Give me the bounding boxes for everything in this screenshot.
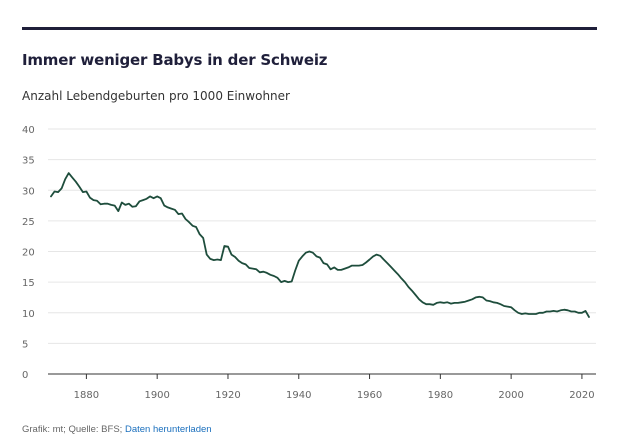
- y-tick-label-30: 30: [22, 186, 35, 197]
- download-data-link[interactable]: Daten herunterladen: [124, 424, 212, 435]
- chart-title: Immer weniger Babys in der Schweiz: [22, 51, 328, 69]
- y-tick-label-15: 15: [22, 278, 35, 289]
- footer: Grafik: mt; Quelle: BFS; Daten herunterl…: [22, 424, 212, 435]
- x-tick-label-1980: 1980: [428, 390, 453, 401]
- y-tick-label-0: 0: [22, 370, 28, 381]
- y-axis-labels: 0 5 10 15 20 25 30 35 40: [22, 125, 35, 381]
- series-line-0: [50, 172, 590, 318]
- x-tick-label-1880: 1880: [74, 390, 99, 401]
- source-credit: Grafik: mt; Quelle: BFS;: [22, 424, 123, 435]
- x-tick-label-1960: 1960: [357, 390, 382, 401]
- y-tick-label-5: 5: [22, 339, 28, 350]
- series-layer: [50, 172, 590, 318]
- x-tick-label-1920: 1920: [215, 390, 240, 401]
- top-rule: [22, 27, 597, 30]
- x-axis: 1880 1900 1920 1940 1960 1980 2000 2020: [48, 373, 596, 401]
- x-tick-label-2020: 2020: [569, 390, 594, 401]
- x-tick-label-1940: 1940: [286, 390, 311, 401]
- chart-subtitle: Anzahl Lebendgeburten pro 1000 Einwohner: [22, 89, 290, 103]
- x-tick-label-2000: 2000: [498, 390, 523, 401]
- y-tick-label-40: 40: [22, 125, 35, 136]
- y-tick-label-20: 20: [22, 248, 35, 259]
- y-tick-label-25: 25: [22, 217, 35, 228]
- y-tick-label-10: 10: [22, 309, 35, 320]
- x-tick-label-1900: 1900: [144, 390, 169, 401]
- y-tick-label-35: 35: [22, 156, 35, 167]
- grid-lines: [48, 128, 596, 344]
